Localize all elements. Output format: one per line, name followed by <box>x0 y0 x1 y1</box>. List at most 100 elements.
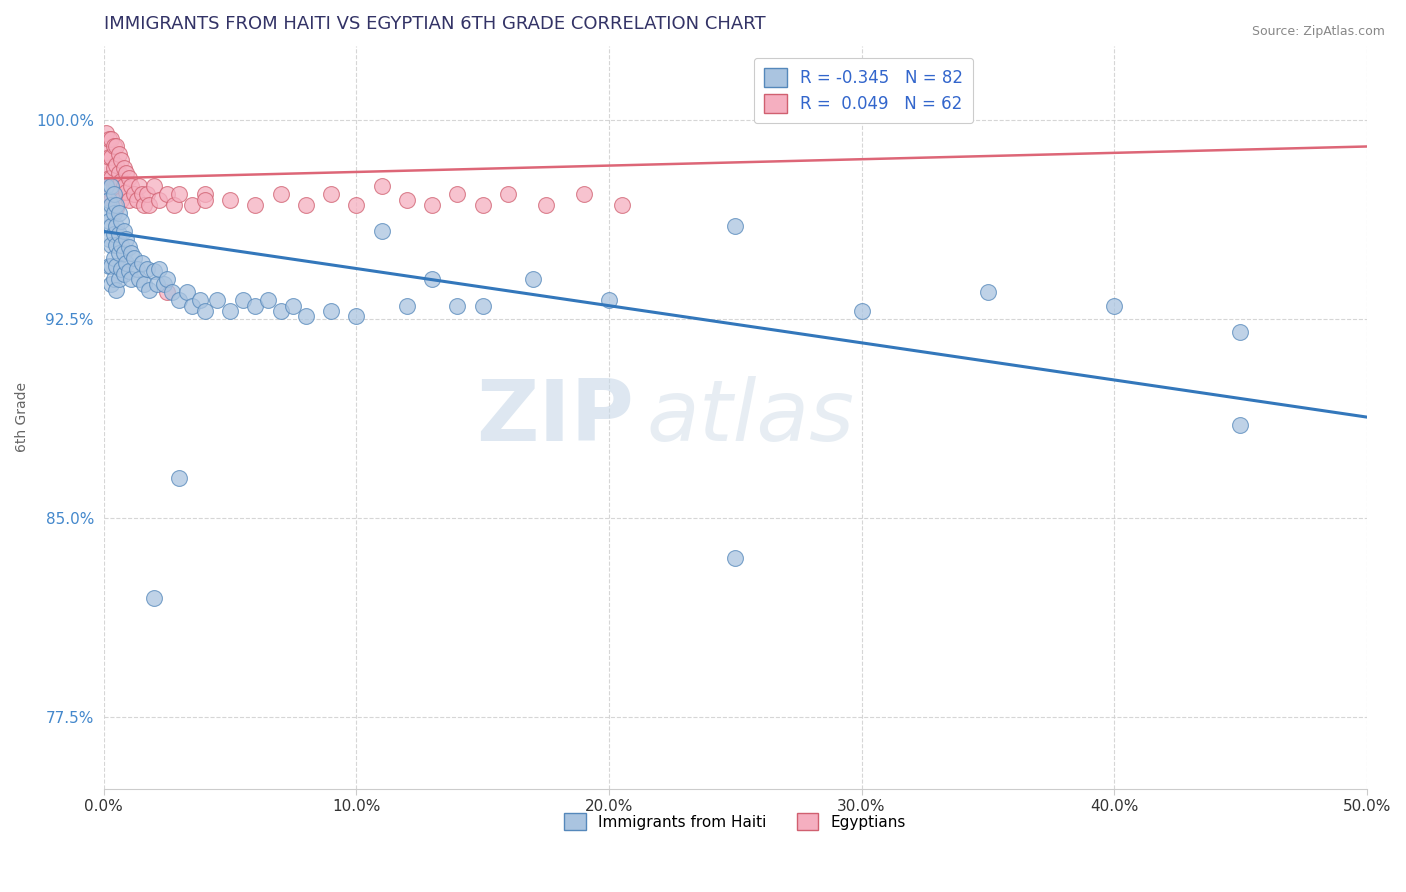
Text: Source: ZipAtlas.com: Source: ZipAtlas.com <box>1251 25 1385 38</box>
Point <box>344 198 367 212</box>
Point <box>112 179 135 194</box>
Point <box>105 259 128 273</box>
Point <box>245 299 267 313</box>
Point <box>257 293 280 308</box>
Point <box>169 293 191 308</box>
Point <box>97 190 120 204</box>
Point <box>112 267 135 281</box>
Point <box>1229 418 1251 433</box>
Point <box>270 304 292 318</box>
Point <box>100 150 122 164</box>
Legend: Immigrants from Haiti, Egyptians: Immigrants from Haiti, Egyptians <box>558 806 912 837</box>
Point <box>370 224 392 238</box>
Point <box>319 187 342 202</box>
Point <box>120 272 142 286</box>
Point <box>610 198 633 212</box>
Point <box>131 187 153 202</box>
Point <box>194 304 217 318</box>
Point <box>115 166 138 180</box>
Point <box>471 299 494 313</box>
Point <box>135 187 157 202</box>
Point <box>115 232 138 246</box>
Point <box>100 131 122 145</box>
Point <box>96 145 118 159</box>
Text: ZIP: ZIP <box>477 376 634 458</box>
Point <box>100 171 122 186</box>
Point <box>156 272 179 286</box>
Point <box>194 193 217 207</box>
Point <box>100 193 122 207</box>
Point <box>122 187 145 202</box>
Point <box>395 193 418 207</box>
Point <box>138 198 160 212</box>
Point <box>108 227 131 241</box>
Point <box>100 219 122 233</box>
Point <box>118 193 141 207</box>
Point <box>100 277 122 292</box>
Point <box>977 285 1000 300</box>
Point <box>110 237 132 252</box>
Point <box>115 185 138 199</box>
Point <box>108 147 131 161</box>
Point <box>128 272 150 286</box>
Point <box>100 198 122 212</box>
Point <box>194 187 217 202</box>
Point <box>724 550 747 565</box>
Point <box>120 245 142 260</box>
Point <box>108 272 131 286</box>
Point <box>103 227 125 241</box>
Point <box>156 285 179 300</box>
Point <box>108 206 131 220</box>
Point <box>105 237 128 252</box>
Point <box>118 264 141 278</box>
Point <box>176 285 198 300</box>
Point <box>110 193 132 207</box>
Point <box>156 187 179 202</box>
Point <box>138 283 160 297</box>
Point <box>181 299 204 313</box>
Point <box>108 166 131 180</box>
Point <box>446 299 468 313</box>
Point <box>108 245 131 260</box>
Point <box>1102 299 1125 313</box>
Point <box>132 198 155 212</box>
Point <box>96 206 118 220</box>
Point <box>97 213 120 227</box>
Point <box>370 179 392 194</box>
Point <box>131 256 153 270</box>
Point <box>103 161 125 175</box>
Point <box>97 171 120 186</box>
Point <box>105 198 128 212</box>
Point <box>724 219 747 233</box>
Point <box>232 293 254 308</box>
Point <box>100 259 122 273</box>
Point <box>188 293 211 308</box>
Point <box>110 213 132 227</box>
Point <box>118 171 141 186</box>
Point <box>96 126 118 140</box>
Point <box>108 187 131 202</box>
Point <box>572 187 595 202</box>
Point <box>169 187 191 202</box>
Point <box>100 237 122 252</box>
Point <box>294 198 316 212</box>
Point <box>105 201 128 215</box>
Point <box>100 179 122 194</box>
Point <box>112 224 135 238</box>
Point <box>534 198 557 212</box>
Point <box>115 256 138 270</box>
Point <box>181 198 204 212</box>
Point <box>319 304 342 318</box>
Point <box>270 187 292 202</box>
Point <box>97 193 120 207</box>
Point <box>143 591 166 605</box>
Point <box>128 179 150 194</box>
Point <box>143 179 166 194</box>
Point <box>148 261 170 276</box>
Point <box>105 158 128 172</box>
Point <box>143 264 166 278</box>
Point <box>169 471 191 485</box>
Point <box>105 219 128 233</box>
Point <box>219 193 242 207</box>
Point <box>145 277 167 292</box>
